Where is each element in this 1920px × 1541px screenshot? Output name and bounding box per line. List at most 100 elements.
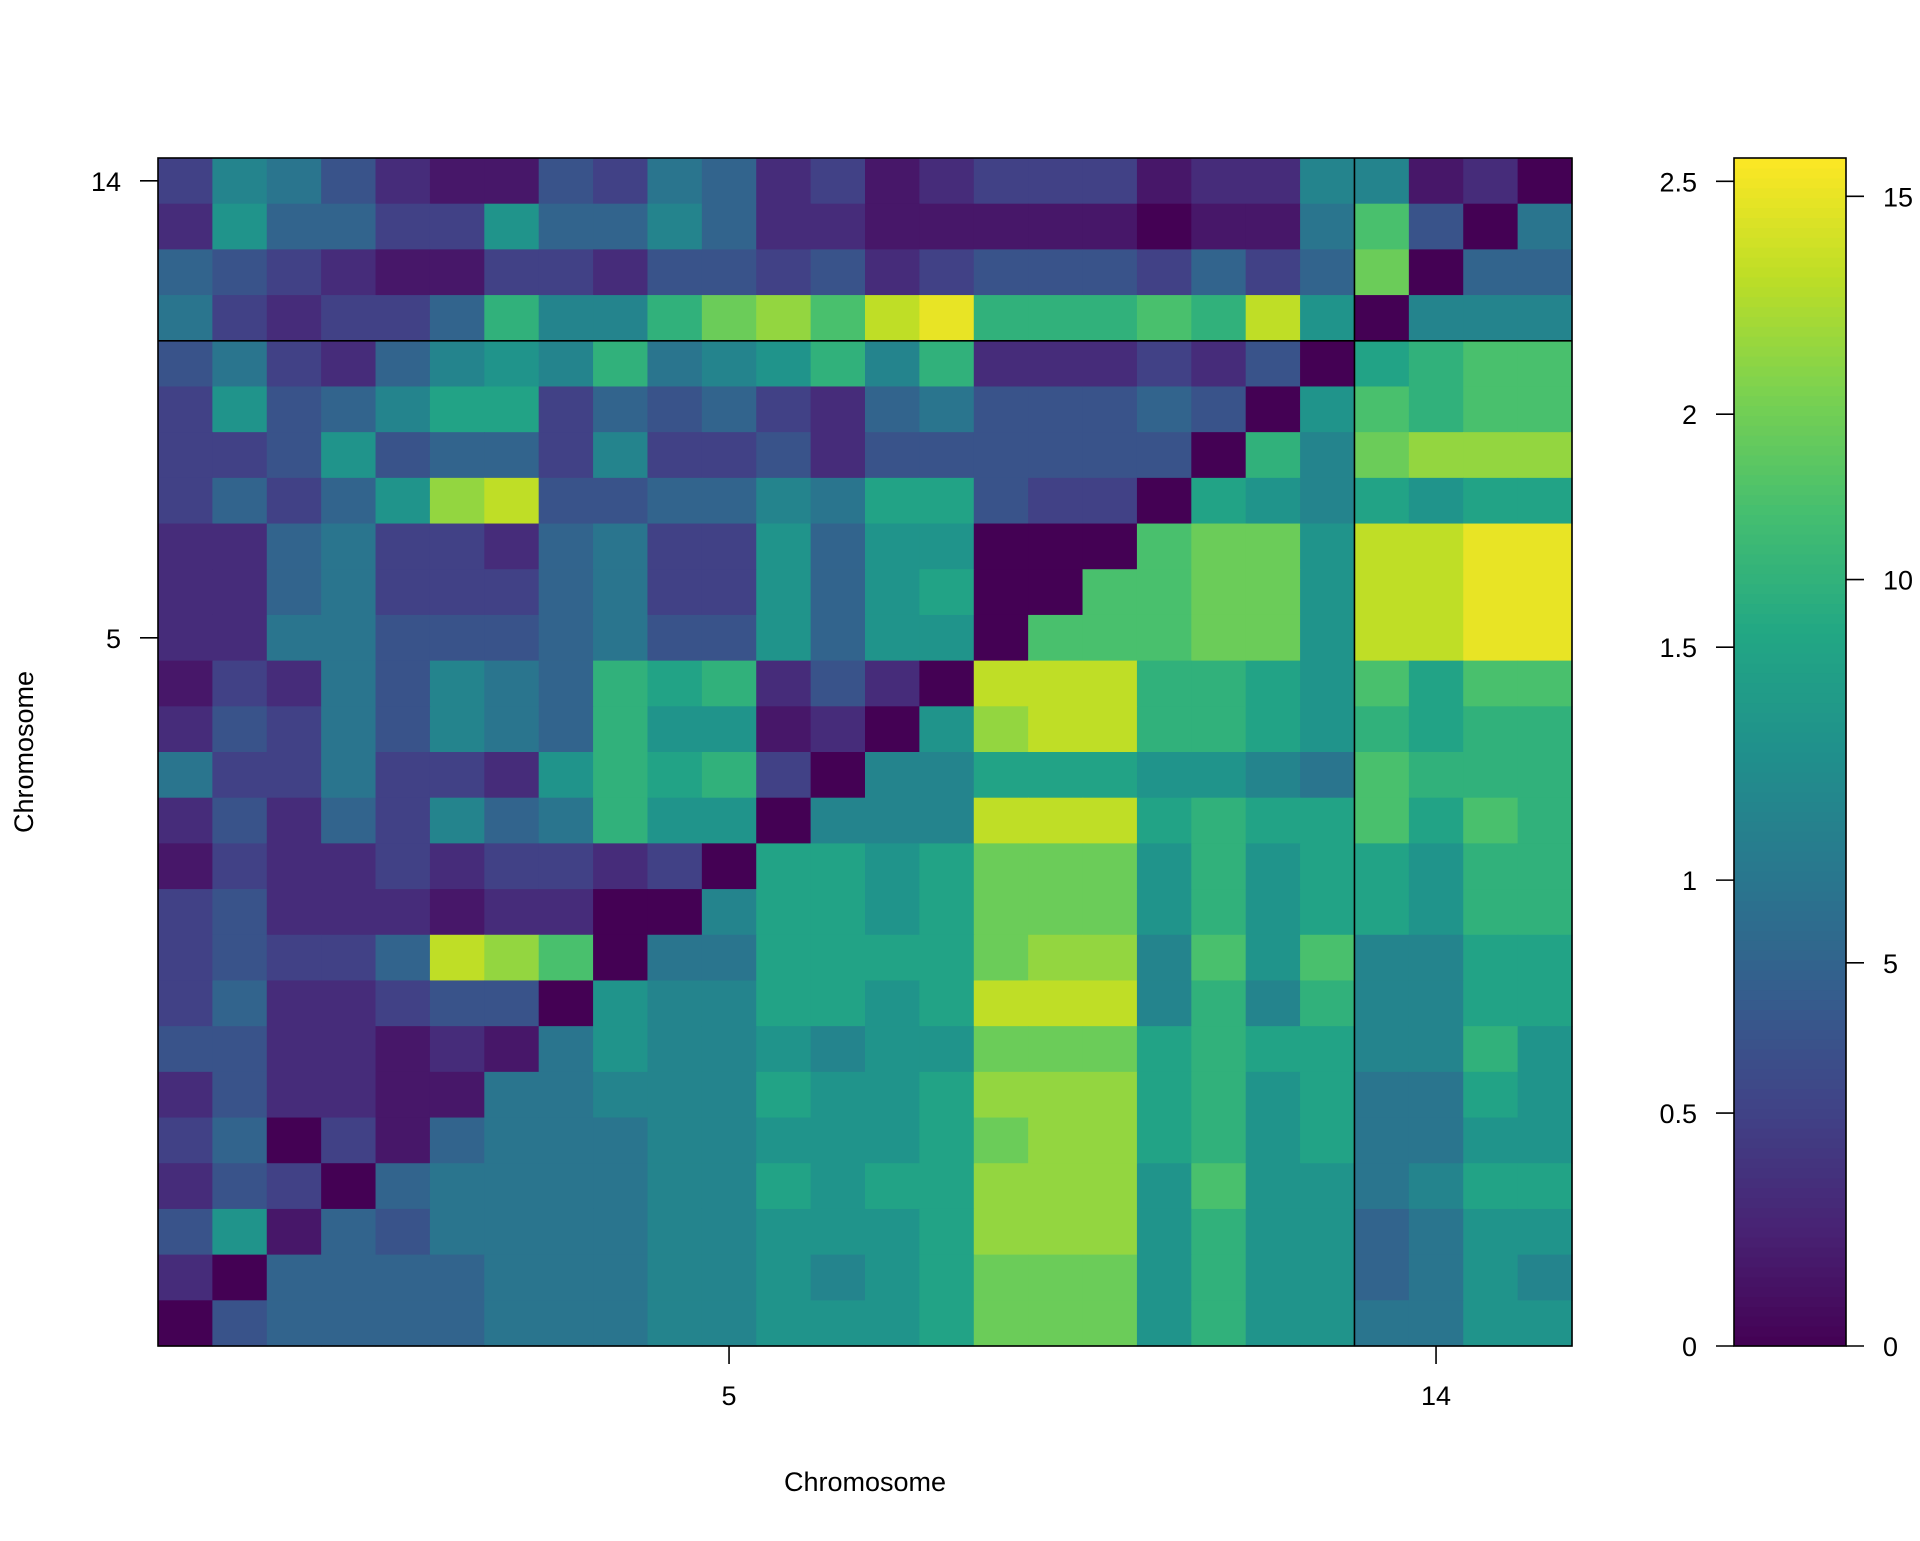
heatmap-cell [647,614,703,662]
heatmap-cell [593,1071,649,1119]
heatmap-cell [701,752,757,799]
heatmap-cell [593,1208,649,1256]
heatmap-cell [538,843,594,890]
colorbar-segment [1734,1247,1846,1258]
heatmap-cell [1082,249,1138,296]
heatmap-cell [429,934,485,982]
heatmap-cell [756,797,812,844]
heatmap-cell [266,523,322,570]
heatmap-cell [756,158,812,205]
heatmap-cell [1300,843,1356,890]
heatmap-cell [1354,752,1410,799]
heatmap-cell [1245,1300,1301,1347]
colorbar-segment [1734,1336,1846,1347]
colorbar-right-axis: 0 5 10 15 [1846,182,1913,1362]
heatmap-cell [701,1071,757,1119]
colorbar-segment [1734,217,1846,228]
heatmap-cell [919,477,975,525]
colorbar-right-tick-label: 10 [1883,566,1913,596]
heatmap-cell [1354,249,1410,296]
colorbar-segment [1734,356,1846,367]
heatmap-cell [593,706,649,753]
heatmap-cell [1463,569,1519,616]
heatmap-cell [1136,1163,1192,1210]
heatmap-cell [158,980,213,1027]
colorbar-left-tick-label: 0 [1682,1332,1697,1362]
heatmap-cell [538,203,594,250]
heatmap-cell [593,1117,649,1164]
x-tick-label: 5 [722,1381,737,1411]
heatmap-cell [375,1163,431,1210]
heatmap-cell [701,340,757,388]
heatmap-cell [810,706,866,753]
heatmap-cell [266,569,322,616]
heatmap-cell [973,477,1029,525]
colorbar-segment [1734,494,1846,506]
colorbar-segment [1734,534,1846,545]
heatmap-cell [1517,523,1573,570]
heatmap-cell [1408,1163,1464,1210]
heatmap-cell [647,1117,703,1164]
heatmap-cell [865,386,920,433]
heatmap-cell [756,523,812,570]
heatmap-cell [810,889,866,936]
heatmap-cell [158,889,213,936]
heatmap-cell [266,1208,322,1256]
heatmap-cell [1136,523,1192,570]
heatmap-cell [1354,295,1410,342]
heatmap-cell [1191,843,1247,890]
heatmap-cell [538,432,594,479]
heatmap-cell [647,386,703,433]
heatmap-cell [1136,203,1192,250]
heatmap-cell [1191,889,1247,936]
heatmap-cell [212,660,268,707]
colorbar-segment [1734,276,1846,288]
heatmap-cell [158,295,213,342]
heatmap-cell [538,934,594,982]
heatmap-cell [1300,752,1356,799]
heatmap-cell [593,1163,649,1210]
heatmap-cell [1354,1117,1410,1164]
colorbar-segment [1734,237,1846,248]
heatmap-cell [429,340,485,388]
heatmap-cell [973,980,1029,1027]
heatmap-cell [1300,1208,1356,1256]
heatmap-cell [593,797,649,844]
colorbar-left-tick-label: 1 [1682,866,1697,896]
heatmap-cell [1354,158,1410,205]
heatmap-cell [647,1071,703,1119]
heatmap-cell [538,569,594,616]
heatmap-cell [1408,523,1464,570]
heatmap-cell [647,1254,703,1301]
colorbar-right-tick-label: 0 [1883,1332,1898,1362]
heatmap-cell [1463,1163,1519,1210]
heatmap-cell [1463,203,1519,250]
heatmap-cell [647,706,703,753]
heatmap-cell [538,614,594,662]
heatmap-cell [1245,614,1301,662]
heatmap-cell [321,889,377,936]
heatmap-cell [538,1071,594,1119]
heatmap-cell [375,1208,431,1256]
heatmap-cell [865,295,920,342]
colorbar-segment [1734,524,1846,535]
heatmap-cell [1300,980,1356,1027]
heatmap-cell [1028,432,1084,479]
heatmap-cell [158,158,213,205]
heatmap-cell [1136,843,1192,890]
heatmap-cell [756,295,812,342]
heatmap-cell [375,340,431,388]
heatmap-cell [212,614,268,662]
heatmap-cell [973,1300,1029,1347]
heatmap-cell [1028,569,1084,616]
heatmap-cell [266,1163,322,1210]
heatmap-cell [593,934,649,982]
heatmap-cell [429,432,485,479]
heatmap-cell [1082,1026,1138,1073]
heatmap-cell [266,614,322,662]
heatmap-cell [1354,203,1410,250]
heatmap-cell [538,1254,594,1301]
heatmap-cell [1408,477,1464,525]
colorbar-segment [1734,1316,1846,1327]
heatmap-cell [593,249,649,296]
